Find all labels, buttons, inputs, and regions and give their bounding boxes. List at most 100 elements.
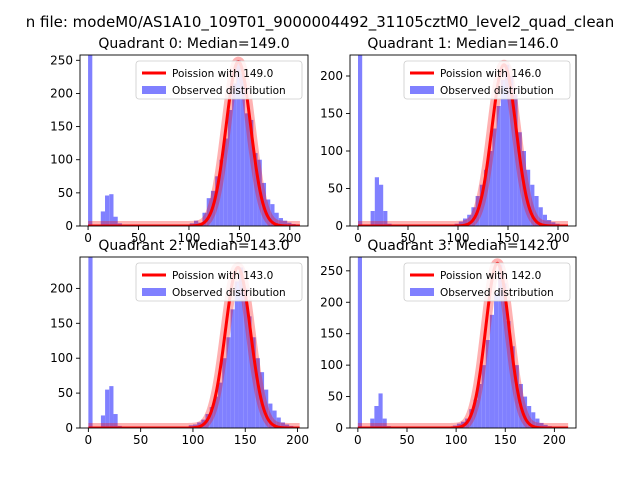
histogram-bar <box>284 424 290 428</box>
plot-area <box>353 257 573 428</box>
histogram-bar <box>379 184 384 226</box>
histogram-bar <box>268 403 273 428</box>
histogram-bar <box>370 211 375 226</box>
legend-hist-swatch <box>142 288 166 296</box>
histogram-bar <box>477 383 482 428</box>
y-tick-label: 250 <box>50 53 73 67</box>
histogram-bar <box>287 222 292 226</box>
histogram-bar <box>494 292 499 428</box>
histogram-bar <box>249 119 254 226</box>
legend: Poission with 143.0 Observed distribution <box>135 262 303 302</box>
poisson-fit-line <box>357 63 569 226</box>
plot-area <box>353 55 573 226</box>
y-tick-label: 250 <box>320 264 343 278</box>
histogram-bar <box>251 337 256 428</box>
subplot-2: 0 50 100 150 200 0 50 100 150 200 Quadrant 2: Medi… <box>50 238 309 447</box>
legend-fit-label: Poission with 149.0 <box>172 68 273 80</box>
legend: Poission with 146.0 Observed distribution <box>403 60 571 100</box>
histogram-bar <box>100 211 106 226</box>
histogram-bar <box>236 60 241 226</box>
histogram-bar <box>383 211 388 226</box>
histogram-bar <box>234 281 239 428</box>
x-tick-label: 50 <box>399 433 414 447</box>
histogram-bar <box>278 218 283 226</box>
legend-hist-label: Observed distribution <box>172 85 286 97</box>
histogram-bar <box>378 393 383 428</box>
histogram-bar <box>481 365 486 428</box>
x-tick-label: 150 <box>228 231 251 245</box>
histogram-bar <box>374 406 379 428</box>
y-tick-label: 200 <box>320 295 343 309</box>
subplot-1: 0 50 100 150 200 0 50 100 150 200 Quadrant 1: Medi… <box>320 36 577 245</box>
legend-hist-swatch <box>410 288 434 296</box>
legend: Poission with 149.0 Observed distribution <box>135 60 303 100</box>
histogram-bar <box>547 220 552 226</box>
poisson-fit-line <box>356 261 570 428</box>
histogram-bar <box>88 55 93 226</box>
legend-fit-label: Poission with 146.0 <box>440 68 541 80</box>
histogram-bar <box>382 418 387 428</box>
histogram-bar <box>243 288 248 428</box>
x-tick-label: 50 <box>400 231 415 245</box>
histogram-bar <box>370 418 375 428</box>
histogram-bar <box>213 396 219 428</box>
y-tick-label: 200 <box>50 281 73 295</box>
legend-hist-label: Observed distribution <box>440 85 554 97</box>
y-tick-label: 150 <box>50 316 73 330</box>
legend-hist-label: Observed distribution <box>440 287 554 299</box>
axes-frame <box>349 256 577 429</box>
histogram-bar <box>264 389 269 428</box>
histogram-bar <box>498 264 503 428</box>
histogram-bar <box>270 204 275 226</box>
histogram-bar <box>473 399 478 428</box>
histogram-bar <box>492 128 497 226</box>
y-tick-label: 100 <box>320 358 343 372</box>
histogram-bar <box>105 195 110 226</box>
y-tick-label: 150 <box>320 107 343 121</box>
histogram-bar <box>274 212 279 226</box>
legend-hist-swatch <box>410 86 434 94</box>
legend: Poission with 142.0 Observed distribution <box>403 262 571 302</box>
histogram-bar <box>463 218 468 226</box>
x-tick-label: 100 <box>447 231 470 245</box>
histogram-bar <box>534 196 539 226</box>
y-tick-label: 0 <box>65 421 73 435</box>
y-tick-label: 50 <box>328 390 343 404</box>
histogram-bar <box>496 106 501 226</box>
histogram-bar <box>109 386 114 428</box>
axes-frame <box>79 256 309 429</box>
legend-box <box>135 60 303 100</box>
histogram-bar <box>255 358 260 428</box>
x-tick-label: 50 <box>131 231 146 245</box>
figure-title: n file: modeM0/AS1A10_109T01_9000004492_… <box>26 13 615 32</box>
histogram-bar <box>276 417 281 428</box>
x-tick-label: 200 <box>278 231 301 245</box>
histogram-bar <box>509 76 514 226</box>
histogram-bar <box>266 199 271 226</box>
histogram-bar <box>535 418 540 428</box>
subplot-title: Quadrant 2: Median=143.0 <box>98 238 289 254</box>
x-tick-label: 100 <box>182 433 205 447</box>
histogram-bar <box>223 138 228 226</box>
histogram-bar <box>543 424 548 428</box>
histogram-bar <box>218 382 223 428</box>
x-tick-label: 150 <box>234 433 257 447</box>
histogram-bar <box>485 339 490 428</box>
legend-hist-label: Observed distribution <box>172 287 286 299</box>
histogram-bar <box>514 365 519 428</box>
histogram-bar <box>467 214 472 226</box>
histogram-bar <box>522 396 528 428</box>
y-tick-label: 50 <box>58 186 73 200</box>
histogram-bar <box>458 221 463 226</box>
x-tick-label: 200 <box>286 433 309 447</box>
histogram-bar <box>253 153 258 226</box>
histogram-bar <box>215 176 220 226</box>
legend-box <box>403 60 571 100</box>
histogram-bar <box>105 389 110 428</box>
histogram-bar <box>282 220 288 226</box>
histogram-bar <box>222 358 227 428</box>
subplot-title: Quadrant 0: Median=149.0 <box>98 36 289 52</box>
histogram-bar <box>538 207 543 226</box>
histogram-bar <box>484 169 489 226</box>
